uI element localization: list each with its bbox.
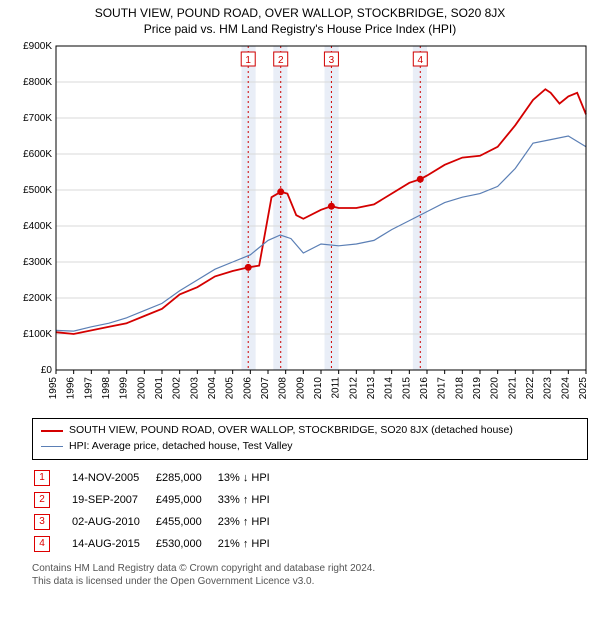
y-tick-label: £800K bbox=[23, 77, 52, 88]
y-tick-label: £700K bbox=[23, 113, 52, 124]
x-tick-label: 2013 bbox=[366, 377, 377, 400]
x-tick-label: 2007 bbox=[260, 377, 271, 400]
x-tick-label: 2015 bbox=[401, 377, 412, 400]
x-tick-label: 2008 bbox=[278, 377, 289, 400]
tx-num-box: 2 bbox=[34, 492, 50, 508]
transaction-row: 2 19-SEP-2007£495,00033% ↑ HPI bbox=[34, 490, 284, 510]
y-tick-label: £900K bbox=[23, 41, 52, 52]
tx-delta: 33% ↑ HPI bbox=[218, 490, 284, 510]
transaction-row: 4 14-AUG-2015£530,00021% ↑ HPI bbox=[34, 534, 284, 554]
tx-num-cell: 4 bbox=[34, 534, 70, 554]
tx-date: 02-AUG-2010 bbox=[72, 512, 154, 532]
tx-num-box: 1 bbox=[34, 470, 50, 486]
tx-price: £495,000 bbox=[156, 490, 216, 510]
y-tick-label: £500K bbox=[23, 185, 52, 196]
tx-date: 14-NOV-2005 bbox=[72, 468, 154, 488]
x-tick-label: 1997 bbox=[83, 377, 94, 400]
x-tick-label: 2001 bbox=[154, 377, 165, 400]
chart: £0 £100K £200K £300K £400K £500K £600K £700K £80… bbox=[10, 40, 590, 410]
y-tick-label: £100K bbox=[23, 329, 52, 340]
x-tick-label: 2006 bbox=[242, 377, 253, 400]
tx-date: 19-SEP-2007 bbox=[72, 490, 154, 510]
x-tick-label: 2014 bbox=[384, 377, 395, 400]
legend-item: SOUTH VIEW, POUND ROAD, OVER WALLOP, STO… bbox=[41, 423, 579, 439]
x-tick-label: 2022 bbox=[525, 377, 536, 400]
sale-marker-num: 4 bbox=[418, 55, 424, 66]
x-tick-label: 1998 bbox=[101, 377, 112, 400]
legend-swatch bbox=[41, 446, 63, 447]
x-tick-label: 2009 bbox=[295, 377, 306, 400]
tx-delta: 23% ↑ HPI bbox=[218, 512, 284, 532]
x-tick-label: 2012 bbox=[348, 377, 359, 400]
y-tick-label: £200K bbox=[23, 293, 52, 304]
tx-delta: 13% ↓ HPI bbox=[218, 468, 284, 488]
chart-svg: £0 £100K £200K £300K £400K £500K £600K £700K £80… bbox=[10, 40, 590, 410]
transactions-table: 1 14-NOV-2005£285,00013% ↓ HPI 2 19-SEP-200… bbox=[32, 466, 286, 556]
x-tick-label: 2005 bbox=[225, 377, 236, 400]
x-tick-label: 1999 bbox=[119, 377, 130, 400]
footer-attribution: Contains HM Land Registry data © Crown c… bbox=[32, 562, 588, 588]
x-tick-label: 2017 bbox=[437, 377, 448, 400]
transaction-row: 1 14-NOV-2005£285,00013% ↓ HPI bbox=[34, 468, 284, 488]
x-tick-label: 2019 bbox=[472, 377, 483, 400]
legend: SOUTH VIEW, POUND ROAD, OVER WALLOP, STO… bbox=[32, 418, 588, 460]
x-tick-label: 1996 bbox=[66, 377, 77, 400]
x-tick-label: 2003 bbox=[189, 377, 200, 400]
sale-point bbox=[417, 176, 424, 183]
x-tick-label: 2020 bbox=[490, 377, 501, 400]
tx-date: 14-AUG-2015 bbox=[72, 534, 154, 554]
tx-price: £530,000 bbox=[156, 534, 216, 554]
x-tick-label: 2021 bbox=[507, 377, 518, 400]
y-tick-label: £600K bbox=[23, 149, 52, 160]
tx-num-cell: 2 bbox=[34, 490, 70, 510]
x-tick-label: 2010 bbox=[313, 377, 324, 400]
sale-point bbox=[277, 188, 284, 195]
sale-point bbox=[245, 264, 252, 271]
container: SOUTH VIEW, POUND ROAD, OVER WALLOP, STO… bbox=[0, 0, 600, 620]
x-tick-label: 2016 bbox=[419, 377, 430, 400]
legend-item: HPI: Average price, detached house, Test… bbox=[41, 439, 579, 455]
sale-marker-num: 3 bbox=[329, 55, 335, 66]
tx-price: £455,000 bbox=[156, 512, 216, 532]
sale-marker-num: 1 bbox=[245, 55, 251, 66]
x-tick-label: 2011 bbox=[331, 377, 342, 399]
y-tick-label: £0 bbox=[41, 365, 53, 376]
tx-num-cell: 1 bbox=[34, 468, 70, 488]
tx-num-cell: 3 bbox=[34, 512, 70, 532]
footer-line-2: This data is licensed under the Open Gov… bbox=[32, 575, 588, 588]
transaction-row: 3 02-AUG-2010£455,00023% ↑ HPI bbox=[34, 512, 284, 532]
tx-delta: 21% ↑ HPI bbox=[218, 534, 284, 554]
footer-line-1: Contains HM Land Registry data © Crown c… bbox=[32, 562, 588, 575]
tx-price: £285,000 bbox=[156, 468, 216, 488]
x-tick-label: 2018 bbox=[454, 377, 465, 400]
sale-marker-num: 2 bbox=[278, 55, 284, 66]
legend-swatch bbox=[41, 430, 63, 432]
x-tick-label: 2024 bbox=[560, 377, 571, 400]
tx-num-box: 4 bbox=[34, 536, 50, 552]
plot-bg bbox=[56, 46, 586, 370]
x-tick-label: 2002 bbox=[172, 377, 183, 400]
sale-point bbox=[328, 203, 335, 210]
x-tick-label: 2025 bbox=[578, 377, 589, 400]
legend-label: HPI: Average price, detached house, Test… bbox=[69, 439, 293, 455]
x-tick-label: 2023 bbox=[543, 377, 554, 400]
tx-num-box: 3 bbox=[34, 514, 50, 530]
legend-label: SOUTH VIEW, POUND ROAD, OVER WALLOP, STO… bbox=[69, 423, 513, 439]
chart-subtitle: Price paid vs. HM Land Registry's House … bbox=[0, 20, 600, 40]
x-tick-label: 2004 bbox=[207, 377, 218, 400]
chart-title: SOUTH VIEW, POUND ROAD, OVER WALLOP, STO… bbox=[0, 0, 600, 20]
y-tick-label: £300K bbox=[23, 257, 52, 268]
x-tick-label: 1995 bbox=[48, 377, 59, 400]
y-tick-label: £400K bbox=[23, 221, 52, 232]
x-tick-label: 2000 bbox=[136, 377, 147, 400]
